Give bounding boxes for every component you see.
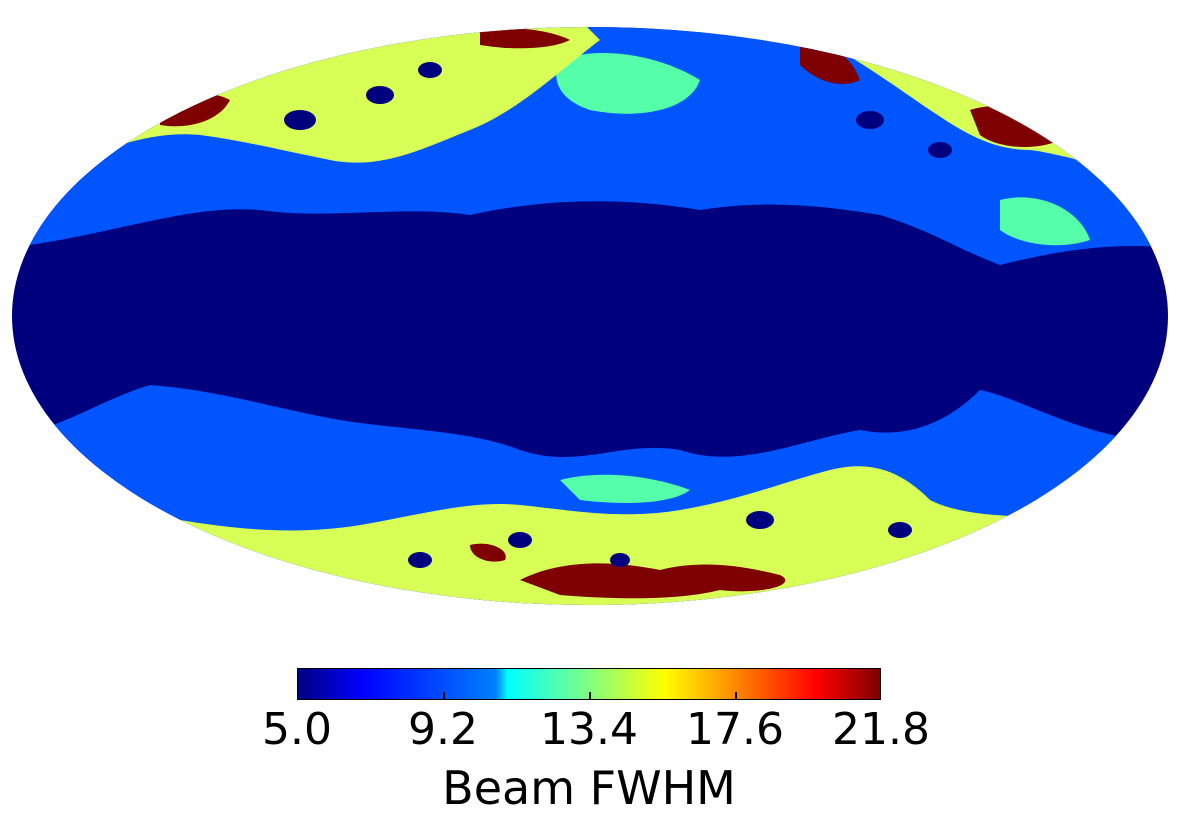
north-cyan-region-2 — [1000, 197, 1090, 246]
south-red-region — [520, 563, 786, 599]
south-red-region-2 — [470, 543, 506, 562]
colorbar-tick-mark — [735, 692, 737, 700]
colorbar-tick-label: 17.6 — [686, 704, 784, 755]
mollweide-sky-map — [12, 27, 1168, 605]
north-red-region-2 — [480, 28, 570, 49]
colorbar-tick-label: 5.0 — [262, 704, 332, 755]
north-cyan-region — [556, 52, 700, 114]
colorbar-tick-label: 13.4 — [540, 704, 638, 755]
north-red-region-3 — [800, 44, 860, 85]
colorbar-tick-label: 9.2 — [408, 704, 478, 755]
low-value-blobs — [284, 62, 952, 568]
colorbar-tick-label: 21.8 — [832, 704, 930, 755]
north-red-region-4 — [970, 106, 1060, 147]
colorbar-label: Beam FWHM — [442, 761, 736, 815]
colorbar-tick-mark — [443, 692, 445, 700]
map-regions — [12, 27, 1168, 605]
south-cyan-region — [560, 474, 690, 503]
colorbar-tick-mark — [589, 692, 591, 700]
